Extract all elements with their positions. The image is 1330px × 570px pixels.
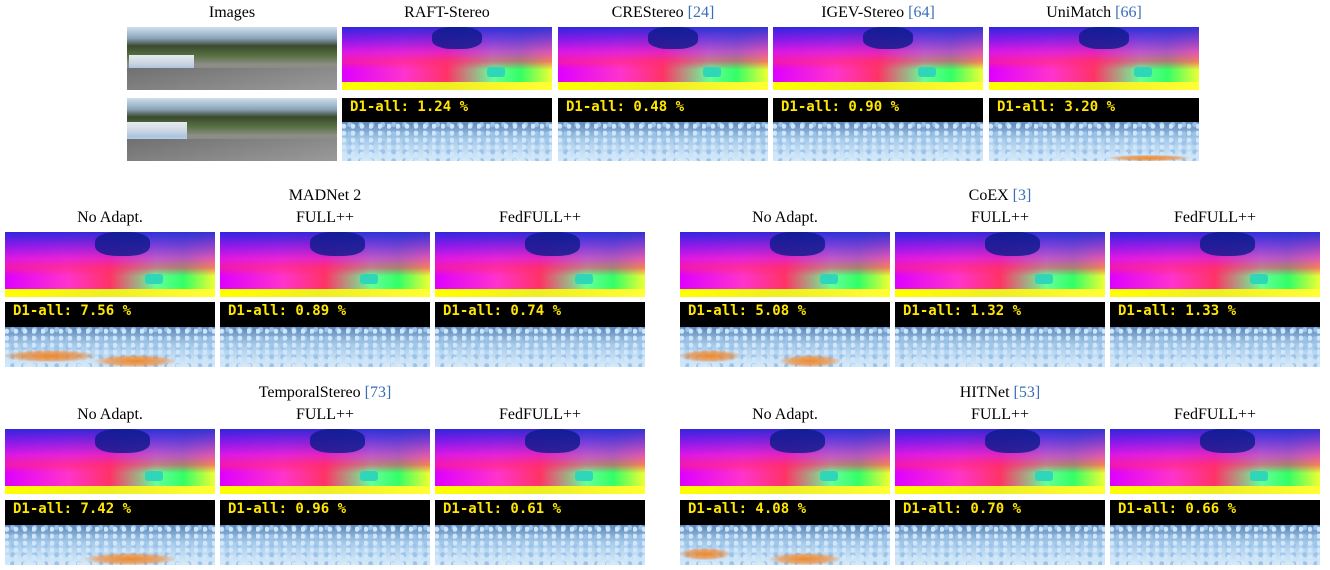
disparity-map: [680, 232, 890, 297]
disparity-map-unimatch: [989, 27, 1199, 90]
col-label-fedfull: FedFULL++: [498, 406, 582, 423]
header-raft-stereo: RAFT-Stereo: [342, 4, 552, 22]
citation-link[interactable]: [64]: [908, 4, 935, 21]
citation-link[interactable]: [24]: [687, 4, 715, 21]
error-map: D1-all: 0.96 %: [220, 500, 430, 565]
d1-all-value: D1-all: 0.61 %: [443, 501, 562, 517]
group-title-madnet2: MADNet 2: [288, 187, 362, 204]
d1-all-value: D1-all: 0.90 %: [781, 99, 900, 115]
error-map: D1-all: 7.42 %: [5, 500, 215, 565]
citation-link[interactable]: [66]: [1115, 4, 1142, 21]
error-map: D1-all: 1.33 %: [1110, 302, 1320, 367]
header-unimatch: UniMatch [66]: [989, 4, 1199, 22]
disparity-map: [435, 429, 645, 494]
error-map: D1-all: 0.89 %: [220, 302, 430, 367]
error-map: D1-all: 4.08 %: [680, 500, 890, 565]
d1-all-value: D1-all: 5.08 %: [688, 303, 807, 319]
error-map: D1-all: 5.08 %: [680, 302, 890, 367]
col-label-no-adapt: No Adapt.: [752, 406, 818, 423]
disparity-map: [1110, 232, 1320, 297]
header-images: Images: [208, 4, 256, 21]
col-label-no-adapt: No Adapt.: [77, 209, 143, 226]
disparity-map: [1110, 429, 1320, 494]
d1-all-value: D1-all: 0.70 %: [903, 501, 1022, 517]
error-map: D1-all: 0.74 %: [435, 302, 645, 367]
disparity-map: [895, 429, 1105, 494]
disparity-map: [220, 232, 430, 297]
error-map: D1-all: 7.56 %: [5, 302, 215, 367]
error-map-unimatch: D1-all: 3.20 %: [989, 98, 1199, 161]
disparity-map: [435, 232, 645, 297]
method-name: UniMatch: [1046, 4, 1116, 21]
d1-all-value: D1-all: 1.32 %: [903, 303, 1022, 319]
group-title-coex: CoEX [3]: [968, 187, 1032, 204]
col-label-full: FULL++: [295, 406, 355, 423]
d1-all-value: D1-all: 7.56 %: [13, 303, 132, 319]
col-label-fedfull: FedFULL++: [1173, 406, 1257, 423]
d1-all-value: D1-all: 3.20 %: [997, 99, 1116, 115]
d1-all-value: D1-all: 0.89 %: [228, 303, 347, 319]
d1-all-value: D1-all: 0.74 %: [443, 303, 562, 319]
method-name: IGEV-Stereo: [821, 4, 909, 21]
input-image-right: [127, 98, 337, 161]
error-map: D1-all: 1.32 %: [895, 302, 1105, 367]
disparity-map: [5, 429, 215, 494]
error-map-crestereo: D1-all: 0.48 %: [558, 98, 768, 161]
col-label-fedfull: FedFULL++: [498, 209, 582, 226]
d1-all-value: D1-all: 7.42 %: [13, 501, 132, 517]
disparity-map-raft-stereo: [342, 27, 552, 90]
col-label-no-adapt: No Adapt.: [752, 209, 818, 226]
group-title-temporalstereo: TemporalStereo [73]: [258, 384, 392, 401]
d1-all-value: D1-all: 0.96 %: [228, 501, 347, 517]
citation-link[interactable]: [73]: [364, 384, 392, 401]
error-map-igev-stereo: D1-all: 0.90 %: [773, 98, 983, 161]
d1-all-value: D1-all: 1.24 %: [350, 99, 469, 115]
col-label-full: FULL++: [970, 406, 1030, 423]
citation-link[interactable]: [53]: [1013, 384, 1041, 401]
d1-all-value: D1-all: 4.08 %: [688, 501, 807, 517]
d1-all-value: D1-all: 0.66 %: [1118, 501, 1237, 517]
disparity-map-crestereo: [558, 27, 768, 90]
disparity-map: [895, 232, 1105, 297]
header-crestereo: CREStereo [24]: [558, 4, 768, 22]
col-label-full: FULL++: [970, 209, 1030, 226]
col-label-full: FULL++: [295, 209, 355, 226]
error-map: D1-all: 0.70 %: [895, 500, 1105, 565]
error-map: D1-all: 0.66 %: [1110, 500, 1320, 565]
col-label-no-adapt: No Adapt.: [77, 406, 143, 423]
d1-all-value: D1-all: 1.33 %: [1118, 303, 1237, 319]
col-label-fedfull: FedFULL++: [1173, 209, 1257, 226]
disparity-map: [680, 429, 890, 494]
header-igev-stereo: IGEV-Stereo [64]: [773, 4, 983, 22]
d1-all-value: D1-all: 0.48 %: [566, 99, 685, 115]
disparity-map-igev-stereo: [773, 27, 983, 90]
method-name: RAFT-Stereo: [404, 4, 490, 21]
group-title-hitnet: HITNet [53]: [959, 384, 1041, 401]
error-map: D1-all: 0.61 %: [435, 500, 645, 565]
input-image-left: [127, 27, 337, 90]
error-map-raft-stereo: D1-all: 1.24 %: [342, 98, 552, 161]
disparity-map: [220, 429, 430, 494]
citation-link[interactable]: [3]: [1012, 187, 1032, 204]
method-name: CREStereo: [611, 4, 688, 21]
disparity-map: [5, 232, 215, 297]
